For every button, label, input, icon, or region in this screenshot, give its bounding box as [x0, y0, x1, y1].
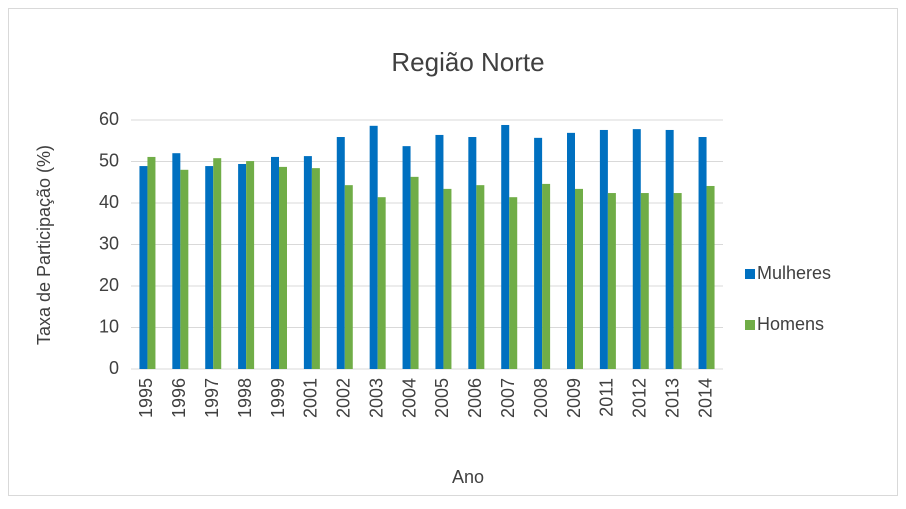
x-tick-label: 2003 [366, 378, 386, 418]
y-tick-label: 10 [99, 316, 119, 336]
x-tick-label: 2005 [432, 378, 452, 418]
bar [575, 188, 583, 369]
x-tick-label: 2002 [334, 378, 354, 418]
x-tick-label: 2006 [465, 378, 485, 418]
bar [147, 156, 156, 369]
legend-label: Mulheres [757, 263, 831, 283]
bar [435, 134, 444, 369]
x-tick-label: 2001 [301, 378, 321, 418]
bar [476, 185, 485, 369]
chart-frame [8, 8, 898, 496]
y-tick-label: 60 [99, 109, 119, 129]
y-axis-title: Taxa de Participação (%) [34, 145, 54, 345]
bar [369, 125, 378, 369]
bar [501, 124, 510, 369]
y-tick-label: 50 [99, 150, 119, 170]
x-tick-label: 2013 [662, 378, 682, 418]
x-tick-label: 1997 [202, 378, 222, 418]
bar [303, 156, 312, 369]
x-tick-label: 2004 [399, 378, 419, 418]
bar [238, 163, 247, 369]
bar [344, 185, 353, 369]
bar [632, 129, 641, 369]
bar [180, 169, 189, 369]
x-tick-label: 1995 [136, 378, 156, 418]
x-tick-label: 2014 [695, 378, 715, 418]
bar [706, 185, 715, 369]
x-tick-label: 1996 [169, 378, 189, 418]
bar [640, 193, 649, 369]
bar [698, 137, 707, 369]
x-tick-label: 2009 [564, 378, 584, 418]
x-tick-label: 2012 [630, 378, 650, 418]
bar [271, 156, 279, 369]
bar [311, 168, 320, 369]
bar [172, 153, 181, 369]
chart-title: Região Norte [391, 47, 544, 77]
bar [246, 161, 255, 369]
bar [443, 188, 452, 369]
legend-swatch [745, 269, 755, 279]
x-tick-label: 2007 [498, 378, 518, 418]
y-tick-label: 30 [99, 233, 119, 253]
y-tick-label: 0 [109, 358, 119, 378]
bar [213, 158, 222, 369]
bar [205, 166, 214, 369]
x-tick-label: 1999 [268, 378, 288, 418]
bar [542, 183, 551, 369]
bar [607, 193, 616, 369]
bar [279, 166, 287, 369]
x-tick-label: 2008 [531, 378, 551, 418]
legend-label: Homens [757, 314, 824, 334]
bar [139, 166, 148, 369]
bar [509, 197, 518, 369]
bar [599, 129, 608, 369]
bar [336, 137, 345, 369]
bar [410, 176, 419, 369]
bar [567, 132, 575, 369]
bar [534, 137, 543, 369]
legend-swatch [745, 320, 755, 330]
x-axis-title: Ano [452, 467, 484, 487]
bar [402, 146, 411, 369]
y-tick-label: 40 [99, 192, 119, 212]
bar [673, 193, 682, 369]
bar [468, 137, 477, 369]
x-tick-label: 1998 [235, 378, 255, 418]
bar [377, 197, 386, 369]
y-tick-label: 20 [99, 275, 119, 295]
bar [665, 129, 674, 369]
x-tick-label: 2011 [597, 378, 617, 417]
